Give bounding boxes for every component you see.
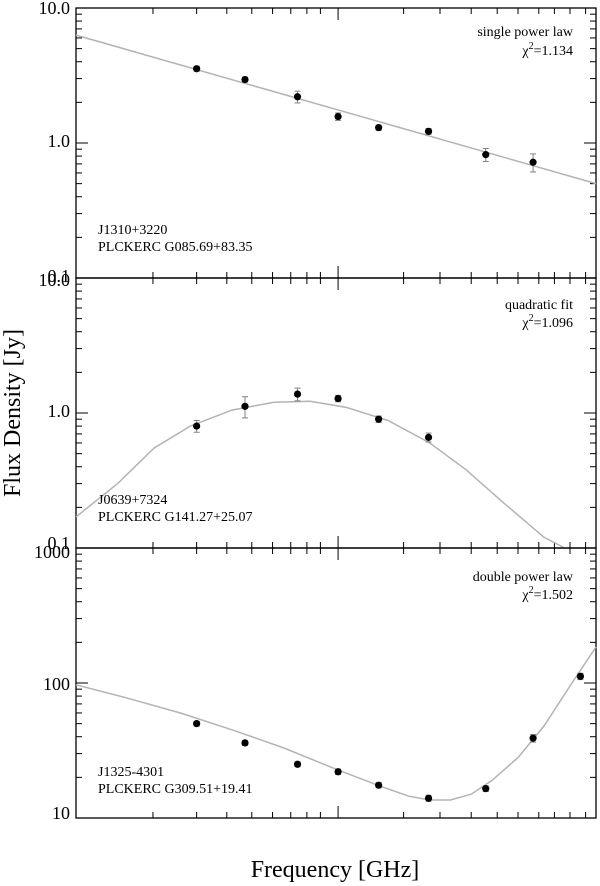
panel-middle-ytick-2: 10.0	[39, 270, 71, 290]
panel-top-ticks	[75, 8, 596, 279]
data-point	[241, 75, 249, 84]
panel-top-chi2: χ2=1.134	[521, 41, 573, 59]
panel-bottom-ticks	[75, 548, 596, 819]
data-point	[375, 781, 383, 789]
panel-middle-fit-label: quadratic fit	[505, 298, 573, 313]
panel-middle-points	[193, 387, 433, 443]
panel-top-ytick-0: 0.1	[48, 266, 71, 286]
panel-middle-chi2: χ2=1.096	[521, 313, 573, 331]
data-point	[482, 785, 490, 793]
y-axis-title: Flux Density [Jy]	[0, 329, 26, 497]
data-point	[424, 433, 433, 441]
fit-curve	[75, 34, 597, 185]
panel-bottom-source-name: J1325-4301	[98, 765, 164, 780]
data-point	[241, 402, 249, 410]
panel-bottom-ytick-2: 1000	[34, 542, 70, 562]
panel-bottom-fit-label: double power law	[473, 570, 574, 585]
data-point	[529, 158, 537, 166]
panel-bottom-chi2: χ2=1.502	[521, 585, 573, 603]
data-point	[193, 422, 201, 430]
data-point	[193, 720, 201, 728]
data-point	[576, 672, 585, 680]
data-point	[424, 127, 433, 135]
panel-top-source-name: J1310+3220	[98, 223, 167, 238]
data-point	[293, 760, 302, 768]
panel-middle-ytick-0: 0.1	[48, 533, 71, 553]
data-point	[193, 65, 201, 73]
panel-top: 0.1 1.0 10.0 single power law χ2=1.134 J…	[39, 0, 597, 286]
x-axis-title: Frequency [GHz]	[251, 857, 420, 883]
panel-top-fit	[75, 34, 597, 185]
data-point	[482, 151, 490, 159]
data-point	[241, 739, 249, 747]
panel-top-points	[193, 65, 537, 173]
panel-top-catalog-name: PLCKERC G085.69+83.35	[98, 240, 253, 255]
panel-bottom: 10 100 1000 double power law χ2=1.502 J1…	[34, 542, 597, 823]
data-point	[293, 390, 302, 398]
panel-middle-ytick-1: 1.0	[48, 401, 71, 421]
panel-top-fit-label: single power law	[477, 25, 574, 40]
panel-bottom-ytick-1: 100	[43, 674, 70, 694]
fit-curve	[75, 400, 566, 549]
data-point	[529, 734, 537, 742]
data-point	[334, 394, 342, 403]
data-point	[424, 794, 433, 802]
panel-middle-source-name: J0639+7324	[98, 493, 167, 508]
panel-bottom-catalog-name: PLCKERC G309.51+19.41	[98, 782, 253, 797]
panel-middle-catalog-name: PLCKERC G141.27+25.07	[98, 510, 253, 525]
data-point	[293, 93, 302, 101]
panel-bottom-points	[193, 672, 585, 802]
panel-top-ytick-2: 10.0	[39, 0, 71, 18]
panel-bottom-ytick-0: 10	[52, 803, 70, 823]
data-point	[334, 112, 342, 121]
panel-middle: 0.1 1.0 10.0 quadratic fit χ2=1.096 J063…	[39, 270, 597, 553]
panel-top-ytick-1: 1.0	[48, 131, 71, 151]
data-point	[375, 124, 383, 132]
panel-middle-fit	[75, 400, 566, 549]
data-point	[334, 768, 342, 776]
data-point	[375, 415, 383, 423]
